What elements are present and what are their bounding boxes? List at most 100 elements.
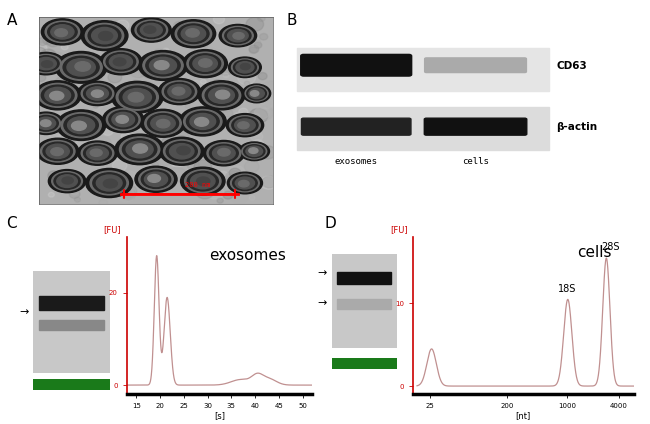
Text: exosomes: exosomes: [335, 157, 378, 166]
Ellipse shape: [222, 26, 254, 45]
Ellipse shape: [199, 59, 212, 67]
Ellipse shape: [138, 169, 174, 190]
Ellipse shape: [183, 109, 222, 134]
Circle shape: [42, 151, 48, 155]
Circle shape: [118, 108, 135, 121]
Circle shape: [160, 125, 171, 134]
Circle shape: [108, 155, 114, 160]
Ellipse shape: [33, 56, 59, 71]
Circle shape: [68, 189, 84, 201]
Circle shape: [216, 171, 229, 181]
Circle shape: [250, 47, 257, 53]
Ellipse shape: [236, 61, 254, 73]
Text: 28S: 28S: [601, 242, 619, 252]
Ellipse shape: [235, 119, 255, 131]
Circle shape: [69, 190, 80, 198]
Ellipse shape: [103, 51, 138, 73]
Ellipse shape: [46, 144, 70, 159]
Circle shape: [93, 104, 98, 108]
Ellipse shape: [45, 21, 80, 42]
Ellipse shape: [128, 92, 144, 102]
Ellipse shape: [172, 87, 185, 95]
Circle shape: [101, 30, 116, 42]
Ellipse shape: [43, 142, 72, 160]
Circle shape: [109, 53, 120, 61]
Circle shape: [94, 36, 100, 41]
Bar: [337, 272, 391, 284]
Ellipse shape: [239, 142, 270, 161]
Ellipse shape: [119, 86, 155, 108]
Circle shape: [65, 53, 74, 60]
FancyBboxPatch shape: [424, 118, 526, 135]
Circle shape: [117, 188, 135, 202]
Circle shape: [238, 70, 255, 85]
Circle shape: [181, 144, 199, 158]
Text: β-actin: β-actin: [556, 122, 597, 132]
Ellipse shape: [93, 173, 125, 193]
Circle shape: [252, 113, 260, 120]
Ellipse shape: [154, 61, 169, 70]
Circle shape: [53, 65, 68, 77]
Text: →: →: [317, 298, 326, 308]
Text: 18S: 18S: [558, 284, 576, 293]
Ellipse shape: [52, 172, 83, 191]
Ellipse shape: [90, 149, 102, 156]
Circle shape: [190, 112, 202, 121]
Ellipse shape: [178, 24, 209, 44]
Ellipse shape: [42, 19, 83, 45]
Ellipse shape: [148, 114, 179, 133]
Ellipse shape: [135, 20, 168, 40]
Text: A: A: [6, 13, 17, 28]
Ellipse shape: [218, 148, 230, 156]
Circle shape: [218, 131, 233, 142]
Ellipse shape: [183, 50, 227, 78]
Circle shape: [150, 97, 156, 102]
Circle shape: [234, 113, 240, 118]
Ellipse shape: [190, 54, 221, 73]
Ellipse shape: [135, 166, 177, 192]
Circle shape: [263, 81, 278, 92]
Circle shape: [231, 191, 248, 204]
Circle shape: [164, 148, 170, 153]
Circle shape: [49, 52, 64, 64]
Ellipse shape: [181, 26, 205, 42]
Circle shape: [103, 127, 113, 135]
Circle shape: [87, 73, 103, 86]
Circle shape: [137, 25, 151, 36]
Ellipse shape: [63, 56, 99, 78]
Ellipse shape: [36, 117, 56, 129]
Ellipse shape: [145, 112, 181, 135]
Ellipse shape: [116, 84, 159, 110]
Circle shape: [172, 136, 190, 151]
Circle shape: [55, 77, 70, 89]
Circle shape: [42, 125, 57, 136]
Ellipse shape: [187, 111, 219, 131]
Circle shape: [48, 192, 55, 197]
Circle shape: [225, 171, 243, 185]
Circle shape: [75, 138, 94, 152]
Circle shape: [42, 124, 58, 138]
Circle shape: [68, 22, 73, 26]
Ellipse shape: [72, 121, 86, 131]
Circle shape: [229, 104, 236, 109]
Circle shape: [197, 62, 207, 71]
Ellipse shape: [190, 114, 216, 129]
Circle shape: [155, 49, 161, 54]
Circle shape: [265, 101, 270, 105]
Circle shape: [101, 106, 117, 120]
Ellipse shape: [115, 134, 164, 165]
Ellipse shape: [75, 61, 90, 71]
Circle shape: [193, 154, 198, 158]
Circle shape: [82, 142, 99, 156]
Text: →: →: [20, 307, 29, 317]
Ellipse shape: [100, 49, 142, 75]
Circle shape: [81, 112, 88, 117]
Ellipse shape: [106, 53, 136, 71]
Ellipse shape: [249, 148, 258, 153]
Circle shape: [166, 33, 175, 40]
Circle shape: [198, 120, 207, 128]
Text: CD63: CD63: [556, 61, 587, 71]
Circle shape: [227, 176, 238, 184]
Circle shape: [258, 73, 267, 80]
Ellipse shape: [146, 55, 180, 76]
